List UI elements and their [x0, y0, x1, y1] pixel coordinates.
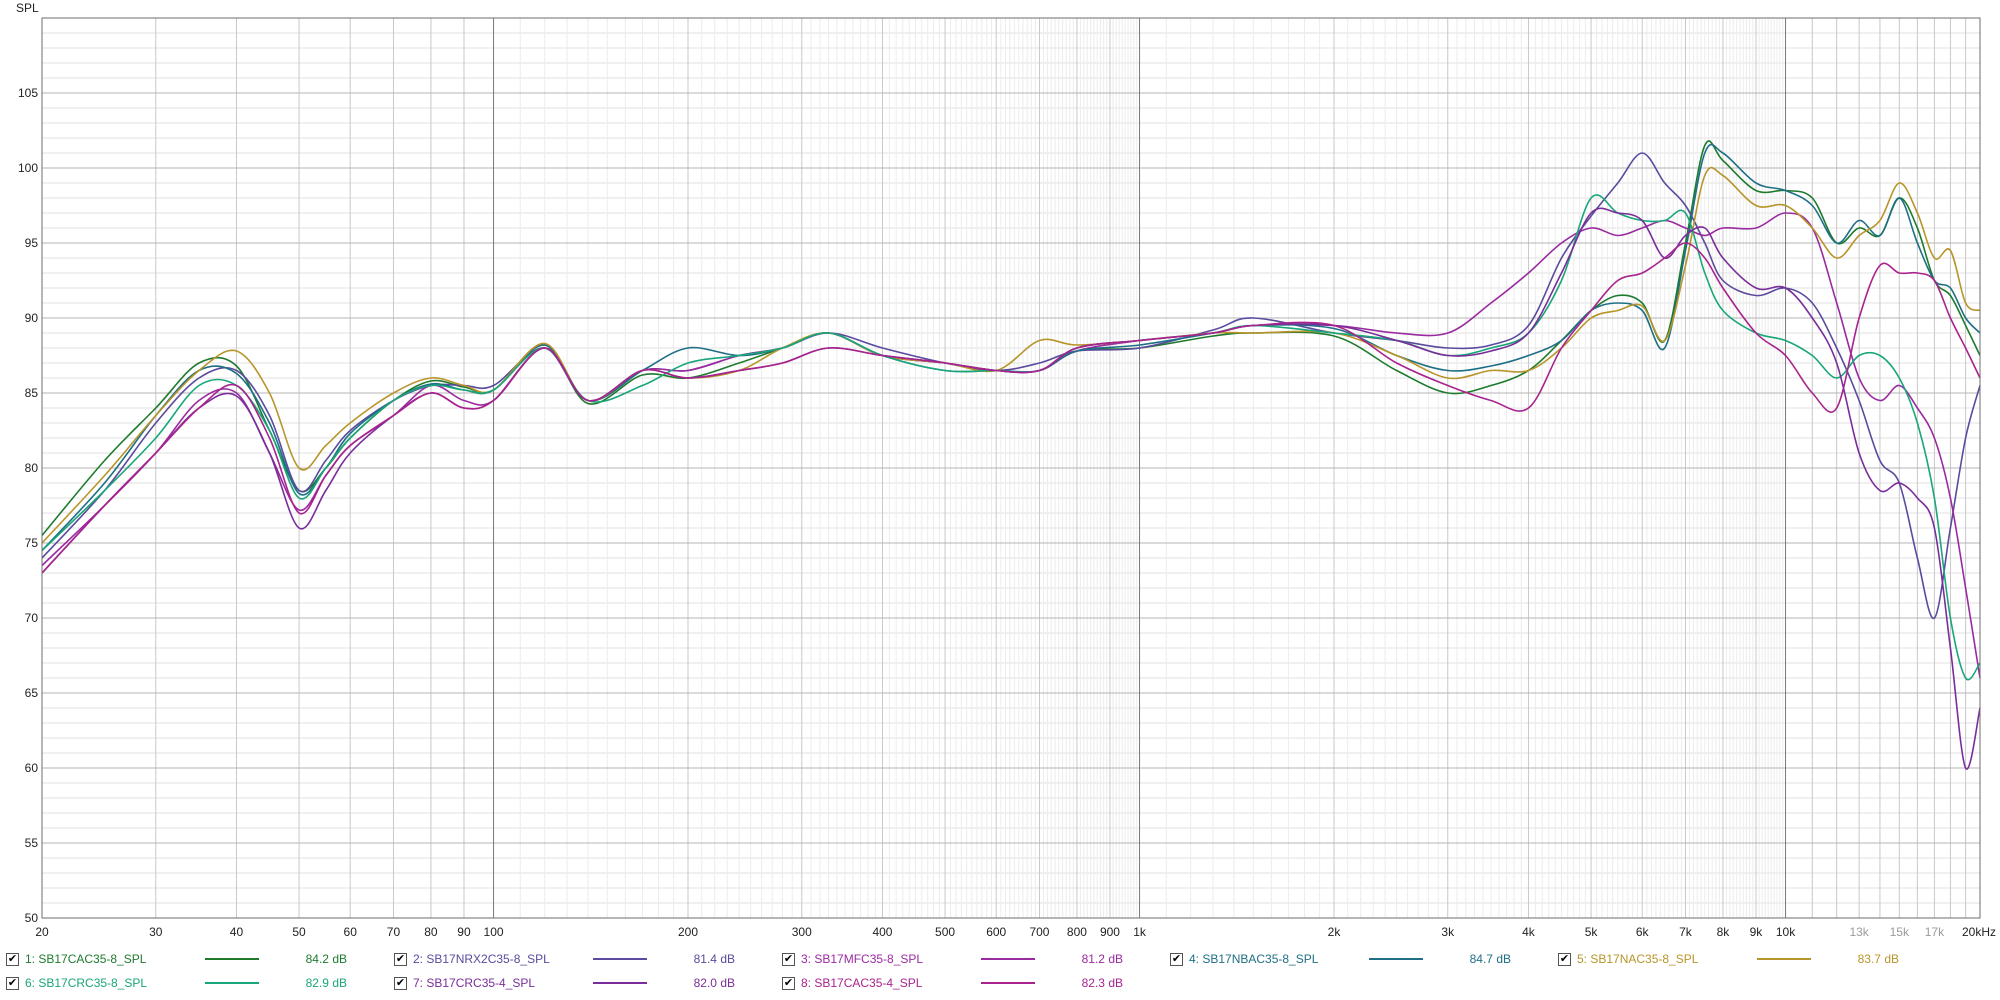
legend-item-2[interactable]: ✔ 2: SB17NRX2C35-8_SPL 81.4 dB: [394, 948, 735, 970]
y-tick-label: 60: [25, 761, 39, 775]
x-tick-label: 20: [35, 925, 49, 939]
legend-item-5[interactable]: ✔ 5: SB17NAC35-8_SPL 83.7 dB: [1558, 948, 1899, 970]
x-tick-label: 500: [935, 925, 955, 939]
legend-series-name: 6: SB17CRC35-8_SPL: [25, 976, 148, 990]
legend-series-name: 4: SB17NBAC35-8_SPL: [1189, 952, 1319, 966]
legend-checkbox[interactable]: ✔: [1558, 952, 1571, 966]
y-tick-label: 65: [25, 686, 39, 700]
legend-series-name: 8: SB17CAC35-4_SPL: [801, 976, 923, 990]
y-tick-label: 105: [18, 86, 38, 100]
x-tick-label: 700: [1029, 925, 1049, 939]
legend-item-6[interactable]: ✔ 6: SB17CRC35-8_SPL 82.9 dB: [6, 972, 347, 994]
y-tick-label: 95: [25, 236, 39, 250]
legend-level-value: 82.9 dB: [305, 976, 347, 990]
x-tick-label: 1k: [1133, 925, 1147, 939]
x-tick-label: 6k: [1636, 925, 1650, 939]
series-line-2: [41, 152, 1981, 619]
legend-swatch-line: [981, 982, 1035, 984]
legend-swatch-line: [205, 982, 259, 984]
legend-swatch-line: [1757, 958, 1811, 960]
x-tick-labels: 20 30 40 50 60 70 80 90 100 200 300 400 500 600 700 800…: [35, 925, 1996, 939]
y-tick-label: 55: [25, 836, 39, 850]
x-tick-label: 9k: [1750, 925, 1764, 939]
legend-swatch-line: [981, 958, 1035, 960]
y-tick-label: 100: [18, 161, 38, 175]
y-tick-label: 85: [25, 386, 39, 400]
plot-lines: [41, 140, 1981, 770]
x-tick-label: 300: [792, 925, 812, 939]
x-tick-label: 30: [149, 925, 163, 939]
legend-level-value: 83.7 dB: [1857, 952, 1899, 966]
legend-checkbox[interactable]: ✔: [6, 952, 19, 966]
y-tick-label: 75: [25, 536, 39, 550]
legend-swatch-line: [205, 958, 259, 960]
x-tick-label: 10k: [1776, 925, 1796, 939]
y-tick-label: 80: [25, 461, 39, 475]
x-tick-label: 2k: [1328, 925, 1342, 939]
x-tick-label: 3k: [1441, 925, 1455, 939]
legend-series-name: 5: SB17NAC35-8_SPL: [1577, 952, 1699, 966]
x-tick-label: 900: [1100, 925, 1120, 939]
legend-level-value: 81.2 dB: [1081, 952, 1123, 966]
legend-item-3[interactable]: ✔ 3: SB17MFC35-8_SPL 81.2 dB: [782, 948, 1123, 970]
x-tick-label: 200: [678, 925, 698, 939]
x-tick-label: 60: [344, 925, 358, 939]
legend: ✔ 1: SB17CAC35-8_SPL 84.2 dB ✔ 2: SB17NRX2C3…: [0, 948, 2000, 1000]
legend-checkbox[interactable]: ✔: [394, 976, 407, 990]
legend-series-name: 1: SB17CAC35-8_SPL: [25, 952, 147, 966]
legend-checkbox[interactable]: ✔: [6, 976, 19, 990]
x-tick-label: 4k: [1522, 925, 1536, 939]
x-tick-label: 20kHz: [1962, 925, 1996, 939]
legend-item-8[interactable]: ✔ 8: SB17CAC35-4_SPL 82.3 dB: [782, 972, 1123, 994]
x-tick-label: 15k: [1890, 925, 1910, 939]
legend-level-value: 82.0 dB: [693, 976, 735, 990]
x-tick-label: 7k: [1679, 925, 1693, 939]
x-tick-label: 90: [457, 925, 471, 939]
legend-item-7[interactable]: ✔ 7: SB17CRC35-4_SPL 82.0 dB: [394, 972, 735, 994]
y-tick-labels: 50 55 60 65 70 75 80 85 90 95 100 105: [18, 86, 38, 925]
y-tick-label: 70: [25, 611, 39, 625]
legend-item-1[interactable]: ✔ 1: SB17CAC35-8_SPL 84.2 dB: [6, 948, 347, 970]
x-tick-label: 40: [230, 925, 244, 939]
x-tick-label: 800: [1067, 925, 1087, 939]
x-tick-label: 50: [292, 925, 306, 939]
legend-swatch-line: [593, 982, 647, 984]
x-tick-label: 600: [986, 925, 1006, 939]
series-line-8: [41, 242, 1981, 574]
legend-swatch-line: [1369, 958, 1423, 960]
legend-series-name: 2: SB17NRX2C35-8_SPL: [413, 952, 550, 966]
legend-level-value: 81.4 dB: [693, 952, 735, 966]
x-tick-label: 13k: [1849, 925, 1869, 939]
legend-checkbox[interactable]: ✔: [782, 952, 795, 966]
x-tick-label: 100: [484, 925, 504, 939]
y-tick-label: 50: [25, 911, 39, 925]
x-tick-label: 8k: [1717, 925, 1731, 939]
y-tick-label: 90: [25, 311, 39, 325]
legend-item-4[interactable]: ✔ 4: SB17NBAC35-8_SPL 84.7 dB: [1170, 948, 1511, 970]
legend-series-name: 7: SB17CRC35-4_SPL: [413, 976, 536, 990]
legend-series-name: 3: SB17MFC35-8_SPL: [801, 952, 924, 966]
legend-checkbox[interactable]: ✔: [1170, 952, 1183, 966]
x-tick-label: 80: [424, 925, 438, 939]
x-tick-label: 70: [387, 925, 401, 939]
x-tick-label: 17k: [1925, 925, 1945, 939]
legend-checkbox[interactable]: ✔: [394, 952, 407, 966]
legend-checkbox[interactable]: ✔: [782, 976, 795, 990]
y-axis-label: SPL: [16, 1, 39, 15]
frequency-response-chart: SPL 50 55 60 65 70 75 80 85 90 95 100 105 20 30 40 50 6…: [16, 1, 1996, 939]
legend-swatch-line: [593, 958, 647, 960]
legend-level-value: 84.7 dB: [1469, 952, 1511, 966]
x-tick-label: 5k: [1585, 925, 1599, 939]
legend-level-value: 84.2 dB: [305, 952, 347, 966]
plot-frame: [41, 17, 1981, 919]
x-tick-label: 400: [872, 925, 892, 939]
legend-level-value: 82.3 dB: [1081, 976, 1123, 990]
